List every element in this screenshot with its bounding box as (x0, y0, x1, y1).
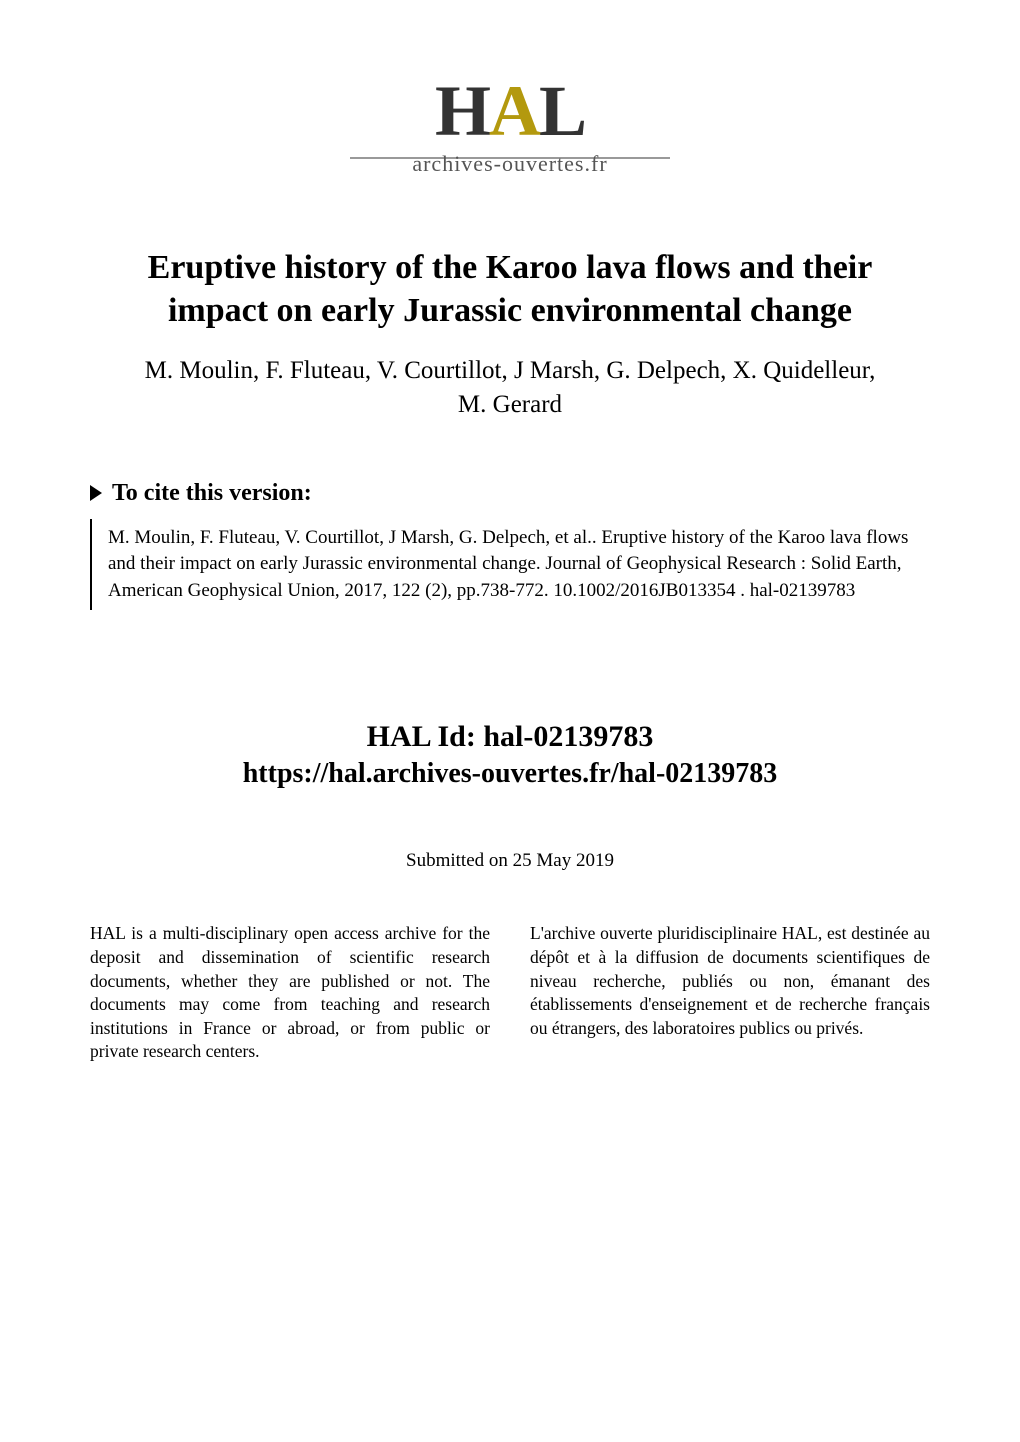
citation-doi: 10.1002/2016JB013354 (553, 580, 735, 601)
citation-block: M. Moulin, F. Fluteau, V. Courtillot, J … (90, 519, 930, 611)
cite-heading: To cite this version: (90, 480, 930, 507)
triangle-right-icon (90, 485, 102, 501)
cite-heading-text: To cite this version: (112, 480, 312, 506)
submitted-date: Submitted on 25 May 2019 (90, 850, 930, 872)
column-right: L'archive ouverte pluridisciplinaire HAL… (530, 922, 930, 1064)
column-left: HAL is a multi-disciplinary open access … (90, 922, 490, 1064)
paper-title: Eruptive history of the Karoo lava flows… (130, 247, 890, 332)
citation-suffix: . (735, 580, 749, 601)
hal-logo: HAL archives-ouvertes.fr (90, 70, 930, 177)
hal-id-block: HAL Id: hal-02139783 https://hal.archive… (90, 720, 930, 790)
logo-subtitle: archives-ouvertes.fr (90, 151, 930, 177)
hal-cover-page: HAL archives-ouvertes.fr Eruptive histor… (0, 0, 1020, 1442)
hal-logo-text: HAL (90, 70, 930, 153)
logo-suffix: L (539, 71, 585, 151)
hal-id-value: hal-02139783 (483, 720, 653, 753)
logo-prefix: H (435, 71, 489, 151)
hal-id-line: HAL Id: hal-02139783 (90, 720, 930, 754)
column-right-text: L'archive ouverte pluridisciplinaire HAL… (530, 922, 930, 1040)
description-columns: HAL is a multi-disciplinary open access … (90, 922, 930, 1064)
author-list: M. Moulin, F. Fluteau, V. Courtillot, J … (130, 354, 890, 422)
column-left-text: HAL is a multi-disciplinary open access … (90, 922, 490, 1064)
hal-id-label: HAL Id: (367, 720, 484, 753)
citation-halid: hal-02139783 (750, 580, 856, 601)
hal-url-link[interactable]: https://hal.archives-ouvertes.fr/hal-021… (243, 758, 778, 789)
logo-accent-letter: A (489, 71, 539, 151)
